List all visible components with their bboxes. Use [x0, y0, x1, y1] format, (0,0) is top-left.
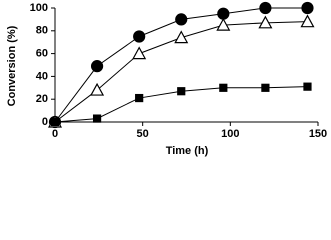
y-tick-label: 40 — [36, 70, 48, 82]
y-axis-label: Conversion (%) — [6, 25, 18, 106]
data-point — [217, 7, 230, 20]
data-point — [301, 1, 314, 15]
data-point — [300, 14, 315, 28]
data-point — [90, 60, 104, 73]
chart: Conversion (%) Time (h) 0 20 40 60 80 100 0 50 1… — [6, 1, 327, 157]
x-axis-label: Time (h) — [166, 145, 209, 157]
data-point — [219, 83, 228, 92]
data-point — [174, 30, 189, 44]
data-point — [259, 1, 272, 15]
data-point — [90, 82, 105, 96]
y-tick-label: 20 — [36, 93, 48, 105]
x-tick-label: 100 — [221, 128, 239, 140]
data-point — [303, 82, 312, 91]
y-tick-label: 100 — [30, 2, 48, 14]
x-tick-label: 0 — [52, 128, 58, 140]
x-tick-label: 50 — [137, 128, 149, 140]
data-point — [258, 15, 273, 29]
data-point — [177, 87, 186, 96]
data-point — [135, 93, 144, 103]
y-tick-label: 60 — [36, 48, 48, 60]
data-point — [216, 17, 231, 31]
y-tick-label: 80 — [36, 25, 48, 37]
x-tick-label: 150 — [309, 128, 327, 140]
y-tick-label: 0 — [42, 116, 48, 128]
data-point — [50, 117, 60, 127]
data-point — [261, 83, 270, 92]
data-point — [92, 114, 102, 123]
page: Conversion (%) Time (h) 0 20 40 60 80 100 0 50 1… — [5, 1, 328, 157]
data-point — [133, 30, 146, 43]
data-point — [132, 46, 147, 60]
data-point — [175, 13, 188, 26]
